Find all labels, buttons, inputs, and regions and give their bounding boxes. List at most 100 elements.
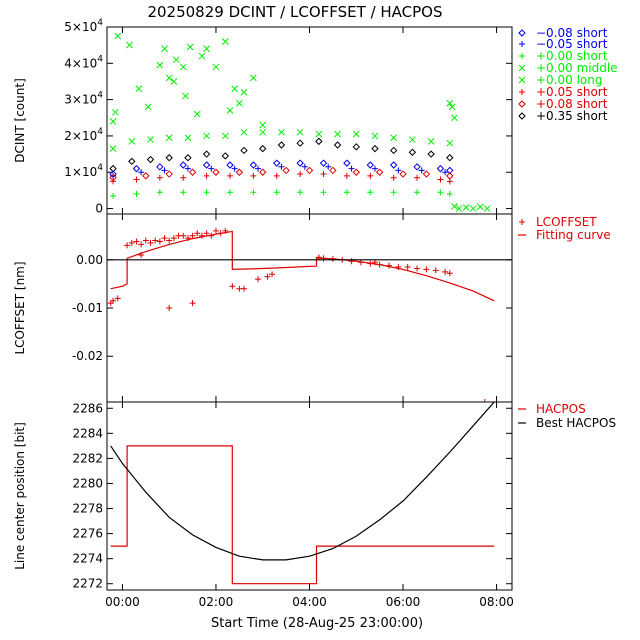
data-point — [240, 89, 248, 96]
y-tick-label: 2280 — [72, 476, 103, 490]
data-point — [226, 161, 234, 169]
data-point — [259, 128, 267, 136]
data-point — [320, 171, 327, 178]
data-point — [395, 167, 402, 174]
data-point — [156, 174, 163, 181]
data-point — [203, 172, 210, 179]
data-point — [235, 168, 244, 176]
data-point — [427, 138, 435, 145]
data-point — [414, 189, 421, 196]
data-point — [203, 45, 210, 53]
data-point — [147, 239, 154, 246]
data-point — [367, 189, 374, 196]
data-point — [226, 189, 233, 196]
x-tick-label: 02:00 — [199, 595, 234, 609]
data-point — [179, 63, 187, 71]
y-tick-label: 2276 — [72, 527, 103, 541]
legend-label: +0.35 short — [536, 109, 608, 123]
legend-label: −0.05 short — [536, 37, 608, 51]
chart-panel-2: 0.00 -0.01 -0.02 LCOFFSET [nm] LCOFFSETFitti… — [13, 213, 611, 403]
data-point — [446, 191, 453, 198]
data-point — [297, 171, 304, 178]
data-point — [250, 172, 257, 179]
legend-label: +0.08 short — [536, 97, 608, 111]
data-point — [273, 159, 281, 167]
data-point — [165, 154, 173, 162]
y-tick-label: 2274 — [72, 552, 103, 566]
data-point — [269, 271, 276, 278]
data-point — [325, 163, 332, 170]
y-tick-label: 2282 — [72, 451, 103, 465]
data-point — [180, 174, 187, 181]
data-point — [446, 99, 454, 107]
data-point — [366, 161, 375, 169]
data-point — [161, 45, 168, 53]
y-tick-label: 4×104 — [64, 54, 103, 70]
data-point — [194, 230, 201, 237]
data-point — [343, 189, 350, 196]
data-point — [427, 150, 435, 158]
data-point — [476, 203, 484, 211]
legend-label: +0.00 long — [536, 73, 603, 87]
data-point — [315, 130, 323, 138]
data-point — [189, 232, 196, 239]
data-point — [128, 157, 136, 166]
data-point — [437, 189, 444, 196]
data-point — [198, 232, 205, 239]
data-point — [414, 265, 421, 272]
data-point — [296, 128, 304, 136]
data-point — [202, 150, 211, 158]
chart-panel-3: 00:00 02:00 04:00 06:00 08:00 2272 2274 2276 227… — [13, 401, 616, 609]
data-point — [422, 170, 431, 178]
data-point — [462, 204, 470, 211]
data-point — [296, 159, 304, 167]
legend-swatch — [518, 64, 526, 72]
data-point — [128, 239, 135, 246]
data-point — [114, 295, 121, 302]
data-point — [212, 63, 220, 71]
data-point — [469, 205, 477, 212]
data-point — [110, 178, 117, 185]
series-group — [109, 32, 491, 212]
data-point — [250, 74, 257, 82]
legend-swatch — [518, 76, 526, 84]
x-tick-label: 06:00 — [386, 595, 421, 609]
data-point — [259, 144, 267, 153]
data-point — [109, 145, 117, 152]
data-point — [390, 134, 398, 142]
data-point — [297, 189, 304, 196]
y-axis-title: LCOFFSET [nm] — [13, 261, 27, 354]
data-point — [305, 166, 314, 175]
series-line — [110, 402, 495, 561]
y-tick-label: 1×104 — [64, 163, 103, 179]
data-point — [240, 146, 248, 155]
data-point — [352, 168, 360, 176]
data-point — [446, 139, 454, 147]
data-point — [390, 189, 397, 196]
data-point — [255, 165, 262, 172]
data-point — [202, 161, 211, 169]
data-point — [124, 242, 131, 249]
data-point — [156, 238, 163, 245]
data-point — [184, 154, 192, 162]
data-point — [109, 118, 117, 125]
data-point — [138, 241, 145, 248]
data-point — [278, 163, 285, 170]
x-tick-label: 08:00 — [479, 595, 514, 609]
data-point — [193, 110, 201, 118]
data-point — [226, 172, 233, 179]
data-point — [259, 168, 267, 176]
data-point — [408, 148, 417, 156]
data-point — [282, 166, 290, 175]
data-point — [221, 132, 229, 140]
data-point — [455, 205, 463, 212]
legend-swatch — [519, 41, 525, 47]
data-point — [144, 103, 152, 111]
data-point — [229, 283, 236, 290]
data-point — [180, 232, 187, 239]
x-axis-title: Start Time (28-Aug-25 23:00:00) — [211, 616, 423, 631]
x-tick-label: 00:00 — [105, 595, 140, 609]
legend-swatch — [519, 219, 525, 225]
data-point — [371, 144, 379, 153]
